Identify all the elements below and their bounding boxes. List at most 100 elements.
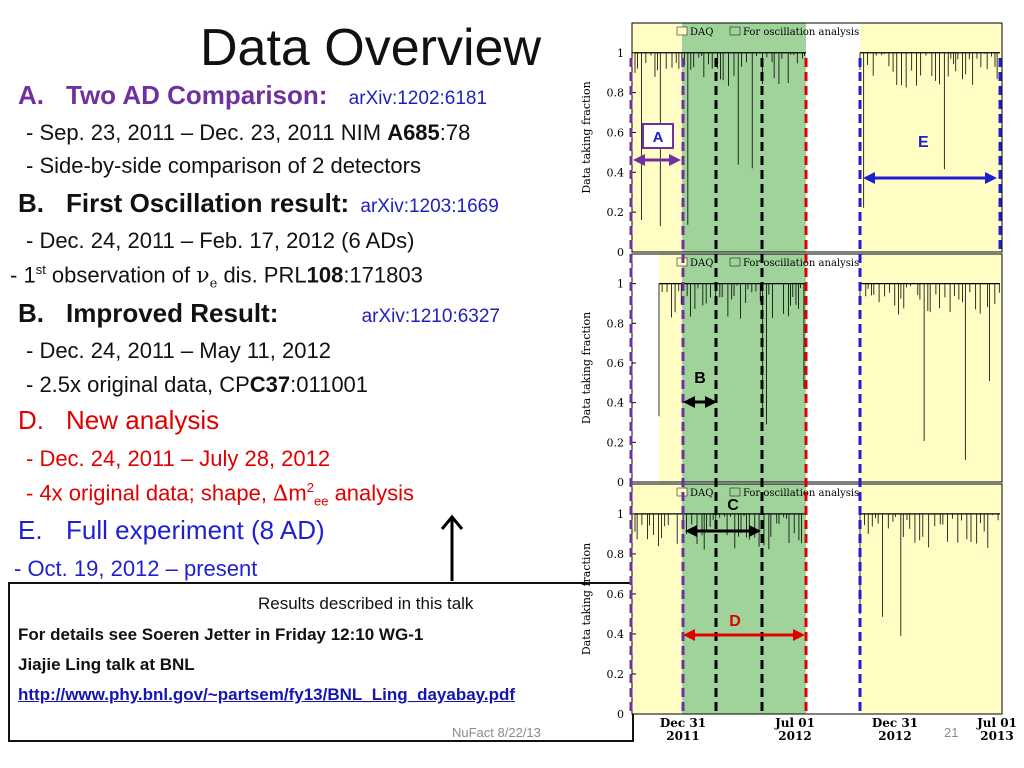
item-a-line1-end: :78 [439, 120, 471, 145]
legend-osc-label: For oscillation analysis [743, 258, 859, 269]
item-c-line1: - Dec. 24, 2011 – May 11, 2012 [26, 338, 331, 363]
plot-frame [631, 483, 1003, 715]
item-b-heading: B. First Oscillation result: arXiv:1203:1… [18, 188, 499, 219]
marker-a-box [642, 123, 674, 149]
y-axis-label: Data taking fraction [580, 543, 593, 655]
b-line2-post: dis. PRL [217, 262, 307, 288]
arrow-d-head-right [793, 629, 805, 641]
item-a-title: Two AD Comparison: [66, 80, 328, 110]
y-tick-label: 0.2 [607, 668, 625, 681]
x-tick-label-bottom: 2011 [666, 729, 699, 743]
daq-band [860, 484, 1002, 714]
bnl-talk-link[interactable]: http://www.phy.bnl.gov/~partsem/fy13/BNL… [18, 685, 516, 704]
y-tick-label: 0.6 [607, 357, 625, 370]
item-b-line2: - 1st observation of νe dis. PRL108:1718… [10, 262, 423, 292]
box-line1: For details see Soeren Jetter in Friday … [18, 625, 424, 644]
item-d-heading: D. New analysis [18, 405, 219, 436]
y-tick-label: 0.8 [607, 87, 625, 100]
daq-band [632, 484, 682, 714]
arrow-a-head-right [669, 154, 681, 166]
b-line2-bold: 108 [306, 262, 344, 288]
item-a-line2: - Side-by-side comparison of 2 detectors [26, 153, 421, 178]
b-line2-sub: e [209, 276, 218, 292]
slide-title: Data Overview [200, 19, 541, 77]
y-tick-label: 0.8 [607, 548, 625, 561]
c-line2-end: :011001 [290, 372, 369, 397]
y-axis-label: Data taking fraction [580, 81, 593, 193]
arrow-c-head-left [685, 525, 697, 537]
y-tick-label: 0.6 [607, 588, 625, 601]
y-tick-label: 0.4 [607, 628, 625, 641]
arrow-b-head-left [683, 396, 695, 408]
item-c-title: Improved Result: [66, 298, 279, 328]
x-tick-label-bottom: 2012 [878, 729, 911, 743]
marker-a-label: A [653, 129, 664, 146]
oscillation-band [682, 23, 806, 252]
item-c-heading: B. Improved Result: arXiv:1210:6327 [18, 298, 500, 329]
item-a-label: A. [18, 80, 44, 110]
item-e-title: Full experiment (8 AD) [66, 515, 325, 545]
c-line2-text: - 2.5x original data, CP [26, 372, 250, 397]
item-e-line1: - Oct. 19, 2012 – present [14, 556, 258, 581]
item-d-label: D. [18, 405, 44, 435]
box-line2: Jiajie Ling talk at BNL [18, 655, 195, 674]
arrow-d-head-left [683, 629, 695, 641]
d-line2-pre: - 4x original data; shape, [26, 480, 274, 506]
arrow-up-icon [440, 514, 464, 581]
delta-symbol: ∆ [273, 481, 289, 507]
item-b-line1: - Dec. 24, 2011 – Feb. 17, 2012 (6 ADs) [26, 228, 415, 253]
legend-osc-swatch [729, 487, 741, 497]
item-e-label: E. [18, 515, 43, 545]
item-a-heading: A. Two AD Comparison: arXiv:1202:6181 [18, 80, 487, 111]
d-line2-sup: 2 [306, 480, 314, 495]
y-axis-label: Data taking fraction [580, 312, 593, 424]
daq-band [860, 254, 1002, 482]
marker-c-label: C [727, 497, 739, 514]
footer: NuFact 8/22/13 [452, 725, 541, 740]
y-tick-label: 1 [617, 508, 624, 521]
b-line2-pre: - 1 [10, 262, 36, 288]
c-line2-bold: C37 [249, 372, 291, 397]
item-a-line1-bold: A685 [387, 120, 440, 145]
legend-daq-label: DAQ [690, 258, 713, 269]
x-tick-label-top: Jul 01 [976, 716, 1017, 730]
y-tick-label: 0.4 [607, 166, 625, 179]
daq-band [860, 23, 1002, 252]
item-a-line1: - Sep. 23, 2011 – Dec. 23, 2011 NIM A685… [26, 120, 470, 146]
y-tick-label: 0.8 [607, 317, 625, 330]
item-c-arxiv: arXiv:1210:6327 [361, 306, 500, 327]
arrow-b-head-right [705, 396, 717, 408]
item-d-line1: - Dec. 24, 2011 – July 28, 2012 [26, 446, 331, 471]
item-d-line2: - 4x original data; shape, ∆m2ee analysi… [26, 480, 414, 509]
y-tick-label: 0 [617, 708, 624, 721]
x-tick-label-bottom: 2013 [980, 729, 1013, 743]
d-line2-sub: ee [313, 493, 329, 509]
d-line2-post: analysis [328, 480, 415, 506]
arrow-a-head-left [633, 154, 645, 166]
arrow-e-head-left [863, 172, 875, 184]
legend-daq-label: DAQ [690, 27, 713, 38]
oscillation-band [682, 484, 806, 714]
y-tick-label: 0.2 [607, 436, 625, 449]
x-tick-label-top: Dec 31 [660, 716, 706, 730]
legend-osc-swatch [729, 257, 741, 267]
y-tick-label: 0 [617, 476, 624, 489]
item-b-title: First Oscillation result: [66, 188, 350, 218]
y-tick-label: 1 [617, 47, 624, 60]
legend-osc-label: For oscillation analysis [743, 488, 859, 499]
oscillation-band [682, 254, 806, 482]
page-number: 21 [944, 725, 959, 740]
legend-daq-swatch [676, 26, 688, 36]
y-tick-label: 1 [617, 278, 624, 291]
item-d-title: New analysis [66, 405, 220, 435]
item-a-line1-text: - Sep. 23, 2011 – Dec. 23, 2011 NIM [26, 120, 388, 145]
legend-daq-label: DAQ [690, 488, 713, 499]
marker-d-label: D [729, 613, 741, 630]
b-line2-mid: observation of [45, 262, 197, 288]
info-box: Results described in this talk For detai… [8, 582, 634, 742]
arrow-c-head-right [749, 525, 761, 537]
b-line2-end: :171803 [343, 262, 423, 288]
item-b-arxiv: arXiv:1203:1669 [360, 196, 499, 217]
item-c-label: B. [18, 298, 44, 328]
y-tick-label: 0.2 [607, 206, 625, 219]
